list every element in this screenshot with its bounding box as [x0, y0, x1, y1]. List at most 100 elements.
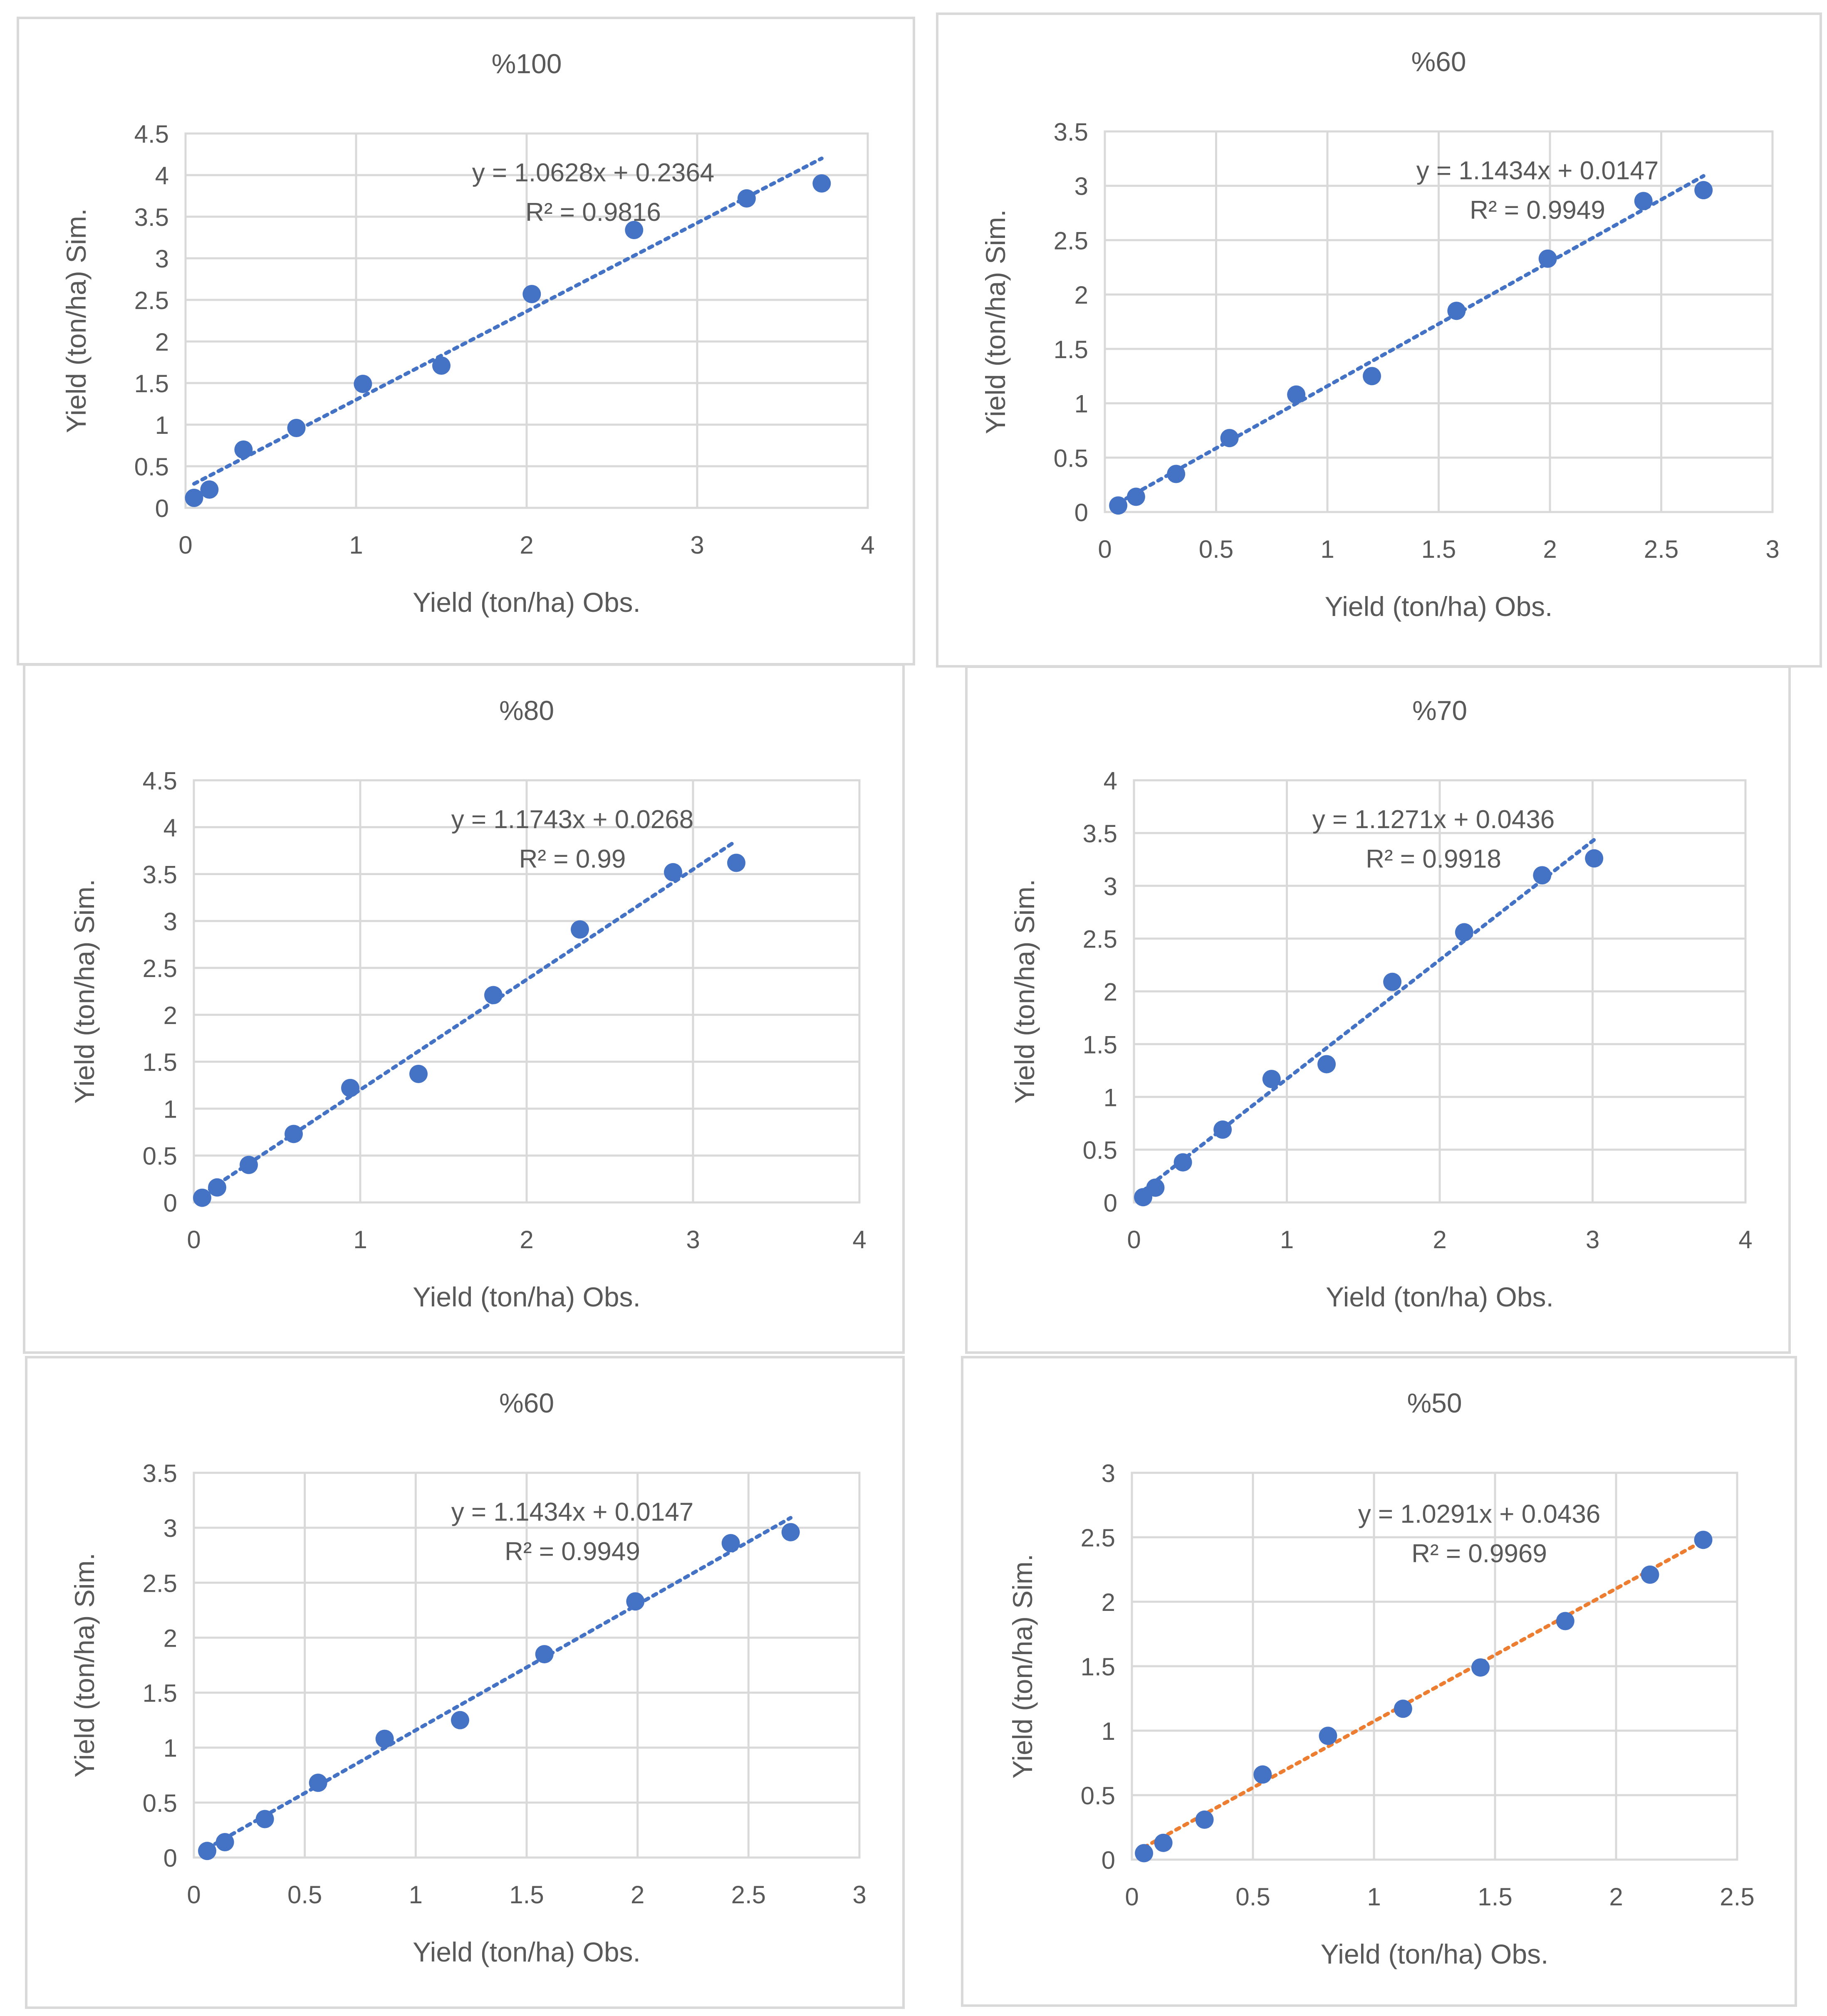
x-tick-label: 3: [1586, 1226, 1599, 1254]
x-tick-label: 3: [1765, 535, 1779, 563]
data-point: [484, 986, 503, 1004]
x-tick-label: 1.5: [1478, 1883, 1512, 1911]
data-point: [1641, 1565, 1659, 1584]
data-point: [255, 1810, 274, 1828]
y-tick-label: 3.5: [134, 203, 169, 231]
y-tick-label: 3.5: [1054, 118, 1088, 146]
y-tick-label: 1.5: [1083, 1031, 1117, 1059]
data-point: [1363, 367, 1381, 386]
r-squared-label: R² = 0.99: [519, 845, 626, 873]
y-tick-label: 1: [1102, 1717, 1115, 1745]
y-tick-label: 3: [1074, 173, 1088, 200]
x-tick-label: 0.5: [1235, 1883, 1270, 1911]
trendline: [1142, 1539, 1706, 1850]
y-tick-label: 1.5: [143, 1680, 177, 1707]
y-tick-label: 1.5: [1054, 336, 1088, 364]
trendline-equation: y = 1.1271x + 0.0436: [1312, 805, 1555, 834]
y-axis-label: Yield (ton/ha) Sim.: [61, 208, 92, 433]
y-axis-label: Yield (ton/ha) Sim.: [980, 209, 1011, 434]
y-tick-label: 4.5: [134, 120, 169, 148]
y-tick-label: 3: [163, 908, 177, 935]
data-point: [1220, 429, 1239, 448]
data-point: [664, 863, 682, 882]
y-tick-label: 0: [1074, 499, 1088, 527]
data-point: [737, 189, 756, 208]
y-tick-label: 2: [163, 1002, 177, 1029]
x-tick-label: 2: [1433, 1226, 1446, 1254]
data-point: [285, 1125, 303, 1143]
y-tick-label: 3: [1102, 1459, 1115, 1487]
x-tick-label: 4: [852, 1226, 866, 1254]
data-point: [215, 1833, 234, 1851]
data-point: [1533, 866, 1552, 885]
data-point: [1317, 1055, 1336, 1074]
x-tick-label: 1: [1320, 535, 1334, 563]
data-point: [1213, 1120, 1232, 1139]
chart-title: %60: [1411, 46, 1466, 77]
x-tick-label: 2: [520, 531, 533, 559]
x-tick-label: 1: [349, 531, 363, 559]
data-point: [1634, 192, 1653, 210]
y-tick-label: 1.5: [134, 370, 169, 398]
y-tick-label: 2.5: [1083, 925, 1117, 953]
r-squared-label: R² = 0.9918: [1366, 845, 1501, 873]
x-tick-label: 1: [1367, 1883, 1381, 1911]
x-tick-label: 1: [1280, 1226, 1294, 1254]
chart-title: %80: [499, 695, 554, 726]
chart-svg: %100 0 0.5 1 1.5 2 2.5 3 3.5 4 4.5 0 1 2 3 4 Yield (ton/…: [61, 48, 875, 618]
trendline: [205, 1516, 793, 1850]
x-tick-label: 1.5: [509, 1881, 544, 1909]
trendline: [1141, 838, 1596, 1193]
r-squared-label: R² = 0.9816: [525, 198, 661, 227]
y-tick-label: 1: [1104, 1083, 1117, 1111]
y-tick-label: 2.5: [134, 287, 169, 314]
data-point: [721, 1534, 740, 1553]
x-tick-label: 1.5: [1421, 535, 1456, 563]
y-axis-label: Yield (ton/ha) Sim.: [1009, 879, 1040, 1103]
y-tick-label: 3.5: [143, 1459, 177, 1487]
data-point: [1253, 1765, 1272, 1784]
data-point: [1383, 972, 1402, 991]
chart-title: %70: [1412, 695, 1467, 726]
x-tick-label: 4: [861, 531, 874, 559]
trendline-equation: y = 1.0291x + 0.0436: [1358, 1500, 1601, 1529]
x-tick-label: 2: [631, 1881, 644, 1909]
y-tick-label: 4: [1104, 767, 1117, 795]
trendline-equation: y = 1.1434x + 0.0147: [451, 1498, 694, 1526]
trendline-equation: y = 1.1743x + 0.0268: [451, 805, 694, 834]
data-point: [1195, 1810, 1214, 1829]
x-tick-label: 0: [1098, 535, 1112, 563]
r-squared-label: R² = 0.9949: [505, 1537, 640, 1566]
chart-svg: %60 0 0.5 1 1.5 2 2.5 3 3.5 0 0.5 1 1.5 2 2.5 3 Yield (t…: [980, 46, 1780, 622]
chart-panel-5: %60 0 0.5 1 1.5 2 2.5 3 3.5 0 0.5 1 1.5 2 2.5 3 Yield (t…: [25, 1356, 905, 2009]
x-tick-label: 2.5: [1644, 535, 1678, 563]
chart-svg: %80 0 0.5 1 1.5 2 2.5 3 3.5 4 4.5 0 1 2 3 4 Yield (ton/h…: [69, 695, 866, 1312]
trendline: [1116, 174, 1706, 505]
data-point: [812, 174, 831, 193]
trendline-equation: y = 1.0628x + 0.2364: [472, 158, 715, 187]
y-tick-label: 1.5: [1081, 1653, 1115, 1681]
y-tick-label: 2.5: [1081, 1524, 1115, 1552]
x-axis-label: Yield (ton/ha) Obs.: [413, 1281, 641, 1312]
y-tick-label: 0: [1102, 1846, 1115, 1874]
x-tick-label: 2: [520, 1226, 533, 1254]
y-tick-label: 0.5: [143, 1789, 177, 1817]
data-point: [1154, 1833, 1173, 1852]
trendline: [192, 156, 824, 486]
y-tick-label: 3.5: [143, 861, 177, 889]
trendline: [200, 839, 738, 1197]
chart-title: %50: [1407, 1388, 1462, 1418]
data-point: [1173, 1153, 1192, 1172]
data-point: [234, 440, 253, 459]
x-axis-label: Yield (ton/ha) Obs.: [1325, 591, 1553, 622]
data-point: [1447, 302, 1466, 320]
data-point: [522, 285, 541, 303]
trendline-equation: y = 1.1434x + 0.0147: [1416, 156, 1659, 185]
data-point: [1146, 1178, 1165, 1197]
y-tick-label: 2: [1104, 978, 1117, 1006]
data-point: [1126, 487, 1145, 506]
data-point: [1394, 1699, 1412, 1718]
y-tick-label: 0.5: [1054, 444, 1088, 472]
x-tick-label: 2: [1543, 535, 1557, 563]
x-tick-label: 2.5: [731, 1881, 766, 1909]
